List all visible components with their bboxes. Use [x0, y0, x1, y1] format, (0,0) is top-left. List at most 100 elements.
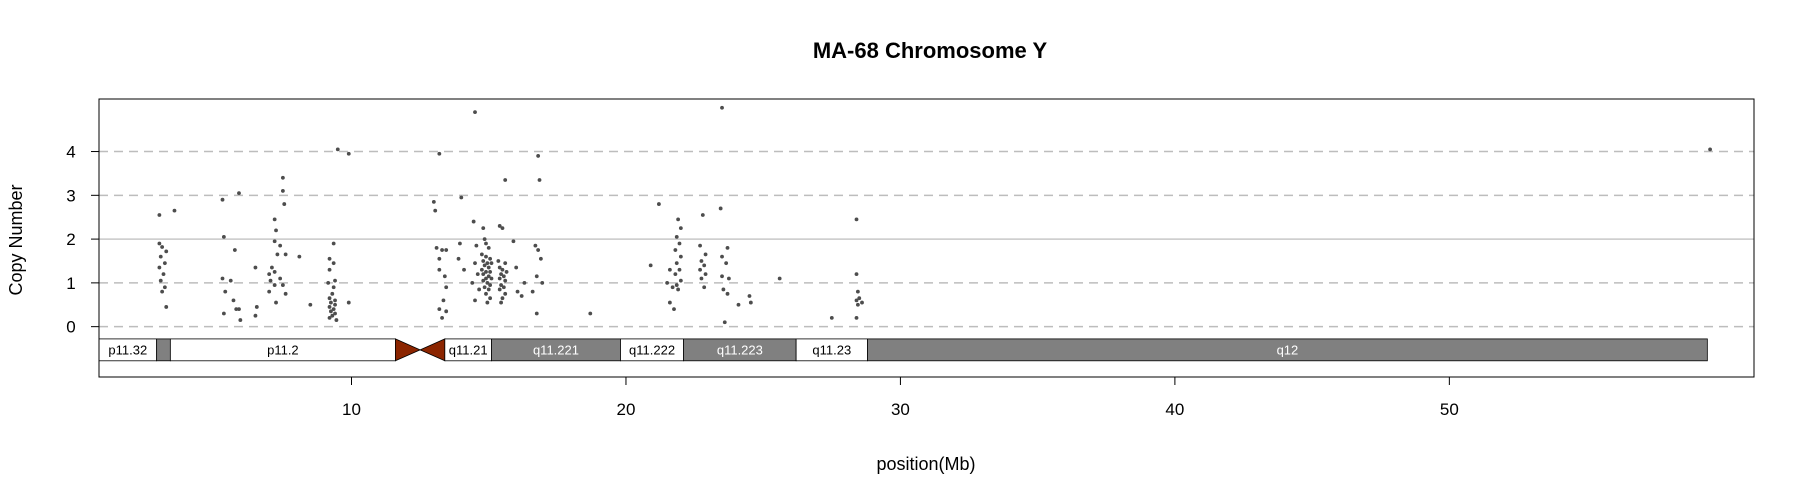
- data-point: [157, 213, 162, 217]
- data-point: [437, 267, 442, 272]
- data-point: [648, 263, 653, 268]
- data-point: [485, 280, 490, 285]
- data-point: [297, 254, 302, 259]
- band-label: q11.222: [629, 342, 675, 357]
- data-point: [473, 298, 477, 303]
- data-point: [158, 278, 163, 283]
- data-point: [702, 285, 707, 290]
- data-point: [497, 224, 502, 228]
- data-point: [470, 280, 475, 285]
- data-point: [522, 280, 527, 285]
- data-point: [440, 315, 444, 320]
- data-point: [485, 261, 490, 266]
- data-point: [441, 298, 446, 303]
- data-point: [511, 239, 516, 244]
- band-label: q11.21: [449, 342, 488, 357]
- data-point: [232, 248, 237, 252]
- y-tick-label: 3: [66, 186, 75, 205]
- data-point: [272, 239, 277, 244]
- data-point: [540, 280, 545, 285]
- data-point: [500, 226, 505, 231]
- data-point: [280, 283, 285, 287]
- data-point: [267, 289, 272, 294]
- data-point: [331, 285, 336, 290]
- data-point: [829, 315, 834, 320]
- data-point: [503, 278, 508, 283]
- data-point: [278, 243, 283, 248]
- data-point: [657, 202, 661, 206]
- chart-title: MA-68 Chromosome Y: [813, 38, 1048, 63]
- data-point: [237, 191, 241, 196]
- data-point: [473, 261, 477, 266]
- data-point: [274, 228, 278, 233]
- data-point: [221, 311, 226, 316]
- data-point: [161, 272, 166, 277]
- data-point: [253, 313, 258, 318]
- data-point: [699, 276, 704, 281]
- data-point: [699, 259, 704, 263]
- x-tick-label: 40: [1165, 400, 1184, 419]
- data-point: [482, 285, 487, 290]
- data-point: [747, 294, 752, 298]
- data-point: [456, 256, 461, 261]
- data-point: [534, 311, 539, 316]
- data-point: [481, 226, 486, 231]
- data-point: [444, 248, 449, 252]
- data-point: [484, 241, 488, 246]
- data-point: [333, 302, 337, 307]
- data-point: [503, 178, 508, 182]
- y-axis: 0 1 2 3 4: [66, 143, 99, 337]
- data-point: [234, 307, 239, 312]
- data-point: [272, 270, 277, 274]
- reference-lines: [99, 150, 1754, 328]
- data-point: [530, 289, 535, 294]
- data-points: [157, 105, 1712, 325]
- data-point: [588, 311, 593, 316]
- data-point: [437, 256, 442, 261]
- data-point: [327, 267, 332, 272]
- data-point: [854, 298, 859, 303]
- data-point: [272, 283, 277, 287]
- data-point: [667, 267, 672, 272]
- data-point: [536, 154, 541, 158]
- data-point: [484, 254, 488, 259]
- x-tick-label: 50: [1440, 400, 1459, 419]
- data-point: [329, 300, 333, 305]
- band-label: q11.23: [812, 342, 851, 357]
- data-point: [280, 189, 285, 193]
- data-point: [331, 241, 336, 246]
- data-point: [278, 276, 283, 281]
- data-point: [674, 283, 679, 287]
- data-point: [437, 151, 442, 156]
- data-point: [703, 272, 708, 277]
- data-point: [327, 305, 332, 309]
- data-point: [674, 261, 679, 266]
- data-point: [496, 259, 501, 263]
- data-point: [678, 254, 683, 259]
- band-label: q11.223: [717, 342, 763, 357]
- data-point: [238, 318, 243, 322]
- data-point: [327, 256, 332, 261]
- data-point: [676, 217, 681, 222]
- data-point: [488, 256, 493, 261]
- data-point: [700, 213, 705, 217]
- chromosome-ideogram: p11.32 p11.2 q11.21 q11.221 q11.222 q11.223 q1…: [98, 338, 1708, 362]
- data-point: [489, 261, 494, 266]
- data-point: [333, 311, 337, 316]
- data-point: [486, 245, 491, 250]
- y-tick-label: 4: [66, 143, 75, 162]
- x-axis-label: position(Mb): [876, 454, 975, 474]
- data-point: [854, 217, 859, 222]
- data-point: [854, 272, 859, 277]
- data-point: [484, 276, 488, 281]
- y-tick-label: 2: [66, 230, 75, 249]
- data-point: [497, 287, 502, 292]
- data-point: [777, 276, 782, 281]
- data-point: [703, 252, 708, 257]
- data-point: [698, 267, 702, 272]
- data-point: [854, 315, 859, 320]
- data-point: [444, 309, 449, 314]
- data-point: [501, 274, 506, 279]
- data-point: [677, 241, 682, 246]
- data-point: [160, 289, 165, 294]
